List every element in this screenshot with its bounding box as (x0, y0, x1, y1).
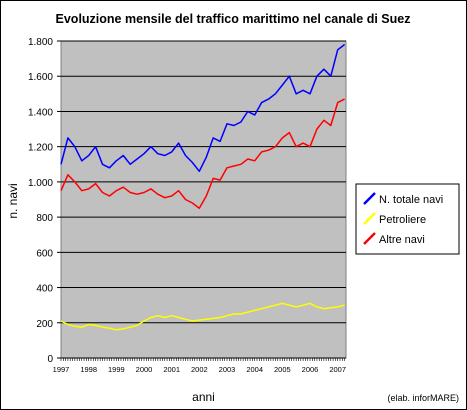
legend-label: Altre navi (379, 234, 425, 246)
x-tick-label: 2003 (219, 365, 236, 374)
x-tick-label: 2004 (246, 365, 263, 374)
legend-swatch (363, 212, 376, 225)
y-tick-label: 800 (36, 213, 53, 224)
x-tick-label: 2001 (163, 365, 180, 374)
x-axis-label: anni (192, 390, 215, 404)
y-tick-label: 1.600 (28, 72, 53, 83)
y-tick-label: 600 (36, 248, 53, 259)
y-axis-label: n. navi (6, 183, 20, 218)
series-line (60, 43, 346, 173)
x-tick-label: 2006 (302, 365, 319, 374)
series-line (60, 302, 345, 331)
y-tick-label: 200 (36, 319, 53, 330)
y-tick-label: 1.200 (28, 143, 53, 154)
legend: N. totale navi Petroliere Altre navi (355, 183, 460, 255)
legend-swatch (363, 192, 376, 205)
y-tick-label: 1.000 (28, 178, 53, 189)
legend-label: Petroliere (379, 214, 426, 226)
chart-title: Evoluzione mensile del traffico marittim… (56, 12, 411, 26)
series-lines (60, 43, 346, 331)
x-tick-label: 1998 (80, 365, 97, 374)
y-axis-tick-labels: 0 200 400 600 800 1.000 1.200 1.400 1.600 1.800 (28, 37, 53, 365)
x-tick-label: 1999 (108, 365, 125, 374)
x-tick-label: 2007 (329, 365, 346, 374)
legend-swatch (363, 232, 376, 245)
legend-label: N. totale navi (379, 194, 443, 206)
x-tick-label: 2000 (136, 365, 153, 374)
y-tick-label: 400 (36, 284, 53, 295)
y-tick-label: 1.800 (28, 37, 53, 48)
x-tick-label: 2005 (274, 365, 291, 374)
y-tick-label: 1.400 (28, 107, 53, 118)
credit-note: (elab. inforMARE) (387, 393, 459, 403)
x-tick-label: 1997 (53, 365, 70, 374)
x-tick-label: 2002 (191, 365, 208, 374)
y-tick-label: 0 (47, 354, 53, 365)
x-axis-ticks: 1997 1998 1999 2000 2001 2002 2003 2004 2005 2006… (53, 358, 346, 374)
series-line (60, 98, 345, 210)
